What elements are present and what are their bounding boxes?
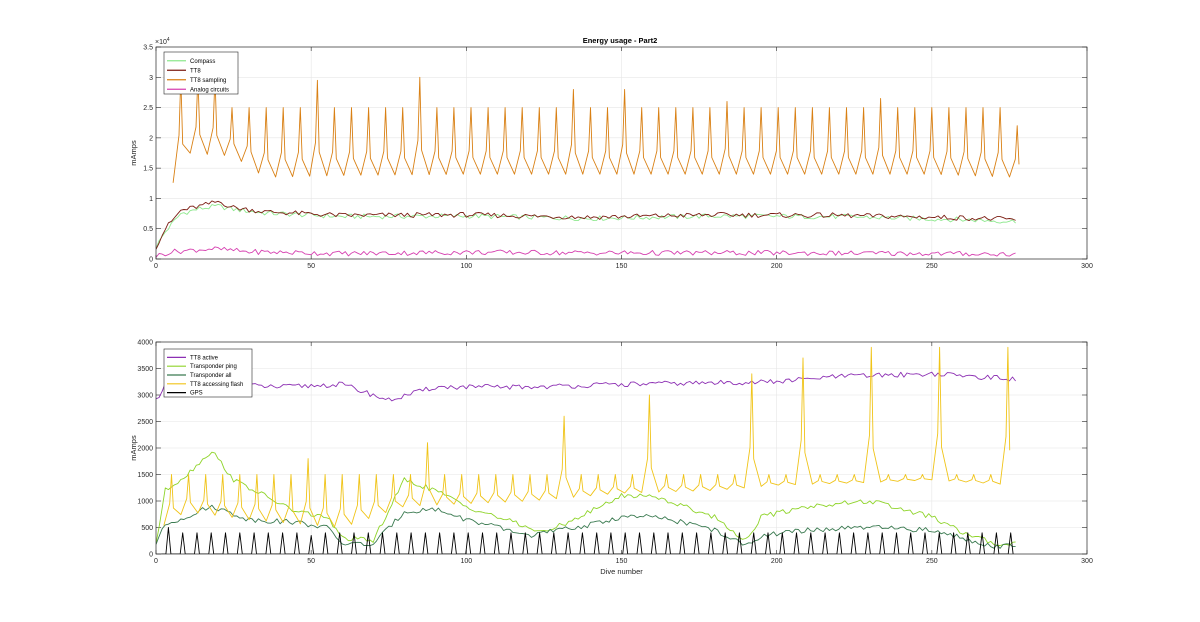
axes-frame	[155, 46, 1088, 260]
y-tick-label: 3	[149, 75, 153, 82]
x-tick-label: 300	[1081, 558, 1093, 565]
legend-entry: TT8 sampling	[190, 78, 226, 84]
y-tick-label: 3500	[137, 366, 153, 373]
legend-entry: GPS	[190, 391, 203, 397]
x-tick-label: 0	[154, 263, 158, 270]
series-line-transponder-ping	[156, 451, 1016, 546]
y-axis-label: mAmps	[129, 140, 138, 166]
x-tick-label: 200	[771, 558, 783, 565]
y-tick-label: 0	[149, 257, 153, 264]
top-panel: 0 50 100 150 200 250 300 0 0.5 1 1.5 2 2.5 3 3.5×104 mA…	[129, 37, 1093, 270]
y-tick-label: 1	[149, 196, 153, 203]
legend-box	[163, 51, 239, 95]
x-tick-label: 100	[460, 263, 472, 270]
y-tick-label: 1.5	[143, 166, 153, 173]
x-tick-label: 100	[460, 558, 472, 565]
legend-entry: Transponder all	[190, 373, 231, 379]
legend-entry: Analog circuits	[190, 87, 229, 93]
x-tick-label: 300	[1081, 263, 1093, 270]
x-tick-label: 150	[616, 558, 628, 565]
series-line-analog-circuits	[156, 246, 1016, 258]
series-line-tt8	[156, 200, 1016, 250]
series-line-transponder-all	[156, 504, 1016, 549]
y-tick-label: 0.5	[143, 226, 153, 233]
x-tick-label: 50	[307, 263, 315, 270]
chart-title: Energy usage - Part2	[583, 36, 658, 45]
y-tick-label: 2500	[137, 419, 153, 426]
x-tick-label: 200	[771, 263, 783, 270]
x-tick-label: 0	[154, 558, 158, 565]
axes-frame	[155, 341, 1088, 555]
x-axis-label: Dive number	[600, 567, 643, 576]
series-line-tt8-active	[156, 371, 1016, 402]
y-tick-label: 4000	[137, 340, 153, 347]
legend-entry: Transponder ping	[190, 364, 237, 370]
legend-entry: TT8 active	[190, 355, 219, 361]
x-tick-label: 250	[926, 558, 938, 565]
y-tick-label: 3000	[137, 393, 153, 400]
y-tick-label: 500	[141, 525, 153, 532]
legend-entry: TT8 accessing flash	[190, 382, 243, 388]
bottom-panel: 0 50 100 150 200 250 3000500100015002000250030…	[129, 340, 1093, 577]
y-exponent-label: ×104	[155, 37, 170, 46]
y-tick-label: 2000	[137, 446, 153, 453]
y-tick-label: 1500	[137, 472, 153, 479]
y-tick-label: 0	[149, 552, 153, 559]
x-tick-label: 150	[616, 263, 628, 270]
x-tick-label: 250	[926, 263, 938, 270]
series-line-tt8-sampling	[172, 76, 1020, 183]
legend-entry: Compass	[190, 59, 215, 65]
legend-entry: TT8	[190, 68, 201, 74]
y-tick-label: 2	[149, 135, 153, 142]
y-tick-label: 1000	[137, 499, 153, 506]
y-axis-label: mAmps	[129, 435, 138, 461]
y-tick-label: 2.5	[143, 105, 153, 112]
y-tick-label: 3.5	[143, 45, 153, 52]
series-line-tt8-accessing-flash	[163, 346, 1011, 528]
x-tick-label: 50	[307, 558, 315, 565]
